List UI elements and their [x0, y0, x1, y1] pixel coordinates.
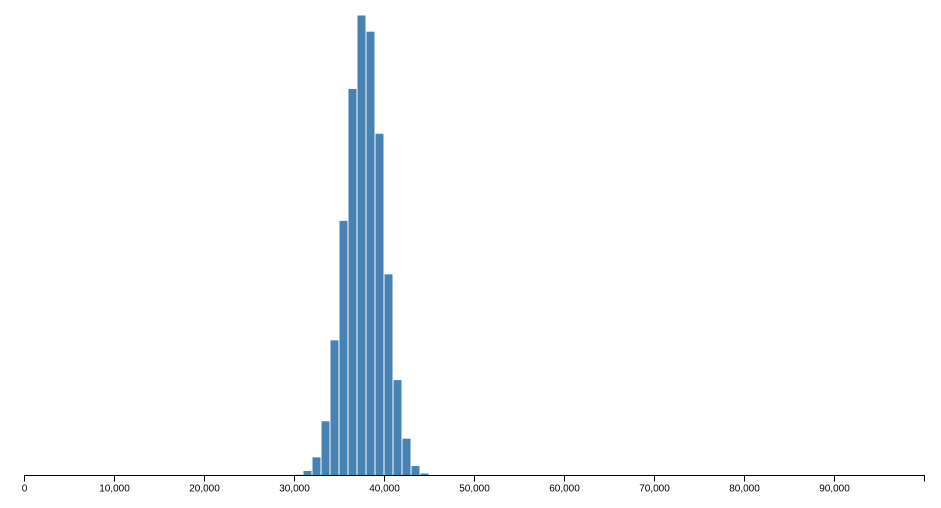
x-axis-tick: 50,000 [459, 475, 490, 495]
x-axis-tick: 90,000 [819, 475, 850, 495]
histogram-bar-7 [356, 14, 367, 476]
x-axis-tick-label: 80,000 [729, 484, 760, 495]
x-axis-tick-label: 60,000 [549, 484, 580, 495]
x-axis-tick-label: 10,000 [99, 484, 130, 495]
x-axis-tick-label: 40,000 [369, 484, 400, 495]
histogram-bar-3 [320, 420, 331, 476]
histogram-bar-10 [383, 273, 394, 476]
x-axis-tick-label: 50,000 [459, 484, 490, 495]
x-axis-tick: 20,000 [189, 475, 220, 495]
histogram-bar-12 [401, 437, 412, 477]
x-axis-tick: 30,000 [279, 475, 310, 495]
histogram-bar-2 [311, 456, 322, 477]
x-axis-tick-label: 20,000 [189, 484, 220, 495]
histogram-bar-13 [410, 465, 421, 476]
histogram-bar-8 [365, 30, 376, 477]
histogram-bar-1 [302, 470, 313, 476]
histogram-bar-11 [392, 379, 403, 477]
histogram-bar-5 [338, 219, 349, 476]
x-axis-tick-label: 30,000 [279, 484, 310, 495]
histogram-bar-6 [347, 87, 358, 476]
x-axis-tick-label: 90,000 [819, 484, 850, 495]
x-axis-tick-label: 0 [22, 484, 28, 495]
histogram-bar-9 [374, 132, 385, 476]
x-axis-tick: 80,000 [729, 475, 760, 495]
histogram-bars [293, 14, 439, 477]
x-axis-tick-label: 70,000 [639, 484, 670, 495]
x-axis-tick: 0 [22, 475, 28, 495]
histogram-bar-4 [329, 339, 340, 477]
x-axis-tick: 10,000 [99, 475, 130, 495]
x-axis-tick: 70,000 [639, 475, 670, 495]
x-axis-tick: 40,000 [369, 475, 400, 495]
x-axis-tick: 60,000 [549, 475, 580, 495]
x-axis: 0 10,000 20,000 30,000 40,000 50,000 60,000 70,… [22, 475, 925, 495]
